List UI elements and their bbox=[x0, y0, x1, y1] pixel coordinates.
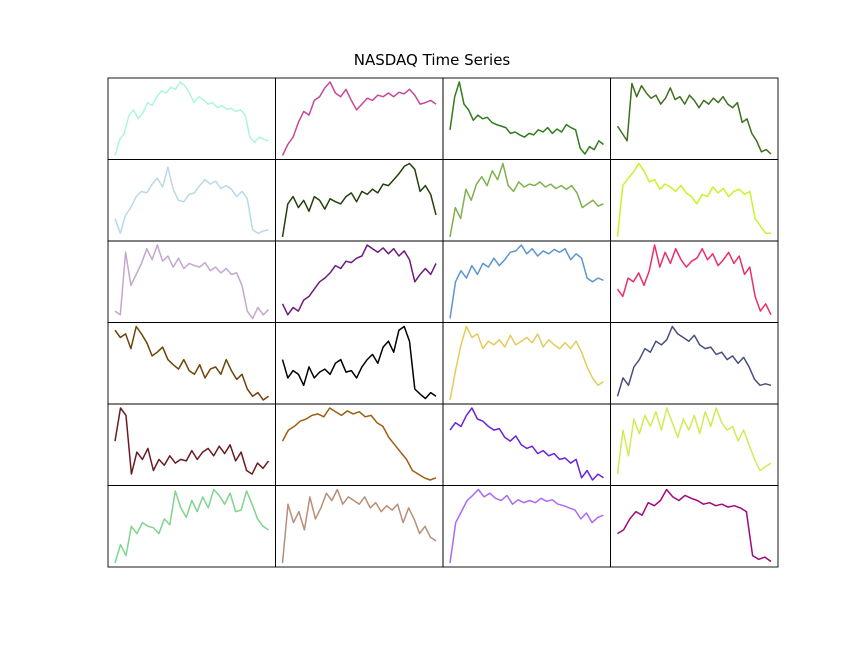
subplot-21 bbox=[107, 485, 276, 568]
series-line bbox=[114, 166, 269, 235]
subplot-frame bbox=[442, 485, 611, 568]
subplot-14 bbox=[275, 322, 444, 405]
subplot-frame bbox=[275, 485, 444, 568]
series-line bbox=[114, 244, 270, 320]
subplot-2 bbox=[275, 77, 444, 160]
subplot-3 bbox=[442, 77, 611, 160]
series-line bbox=[449, 488, 604, 564]
series-line bbox=[114, 488, 269, 564]
series-line bbox=[114, 81, 269, 156]
subplot-frame bbox=[442, 159, 611, 242]
subplot-frame bbox=[107, 485, 276, 568]
series-line bbox=[449, 162, 604, 238]
subplot-18 bbox=[275, 403, 444, 486]
series-line bbox=[617, 488, 772, 563]
subplot-5 bbox=[107, 159, 276, 242]
subplot-frame bbox=[442, 77, 611, 160]
series-line bbox=[449, 325, 604, 401]
subplot-24 bbox=[610, 485, 779, 568]
series-line bbox=[281, 162, 437, 238]
series-line bbox=[616, 82, 772, 155]
subplot-11 bbox=[442, 240, 611, 323]
subplot-17 bbox=[107, 403, 276, 486]
subplot-4 bbox=[610, 77, 779, 160]
subplot-frame bbox=[610, 485, 779, 568]
subplot-frame bbox=[275, 159, 444, 242]
series-line bbox=[616, 325, 772, 397]
subplot-12 bbox=[610, 240, 779, 323]
chart-title: NASDAQ Time Series bbox=[353, 51, 511, 69]
subplot-20 bbox=[610, 403, 779, 486]
series-line bbox=[449, 407, 604, 481]
series-line bbox=[281, 244, 437, 316]
subplot-23 bbox=[442, 485, 611, 568]
series-line bbox=[114, 407, 270, 475]
subplot-6 bbox=[275, 159, 444, 242]
subplot-1 bbox=[107, 77, 276, 160]
series-line bbox=[281, 488, 437, 564]
subplot-10 bbox=[275, 240, 444, 323]
series-line bbox=[616, 407, 772, 475]
subplot-9 bbox=[107, 240, 276, 323]
subplot-8 bbox=[610, 159, 779, 242]
series-line bbox=[281, 81, 437, 156]
subplot-7 bbox=[442, 159, 611, 242]
subplot-22 bbox=[275, 485, 444, 568]
series-line bbox=[449, 244, 604, 319]
subplot-19 bbox=[442, 403, 611, 486]
series-line bbox=[616, 162, 771, 238]
series-line bbox=[616, 244, 772, 316]
subplot-frame bbox=[107, 159, 276, 242]
series-line bbox=[114, 325, 269, 401]
subplot-frame bbox=[107, 322, 276, 405]
series-line bbox=[281, 407, 437, 481]
subplot-13 bbox=[107, 322, 276, 405]
subplot-frame bbox=[275, 240, 444, 323]
subplot-frame bbox=[610, 77, 779, 160]
series-line bbox=[449, 81, 604, 155]
subplot-15 bbox=[442, 322, 611, 405]
series-line bbox=[281, 325, 437, 400]
subplot-16 bbox=[610, 322, 779, 405]
subplot-frame bbox=[107, 77, 276, 160]
